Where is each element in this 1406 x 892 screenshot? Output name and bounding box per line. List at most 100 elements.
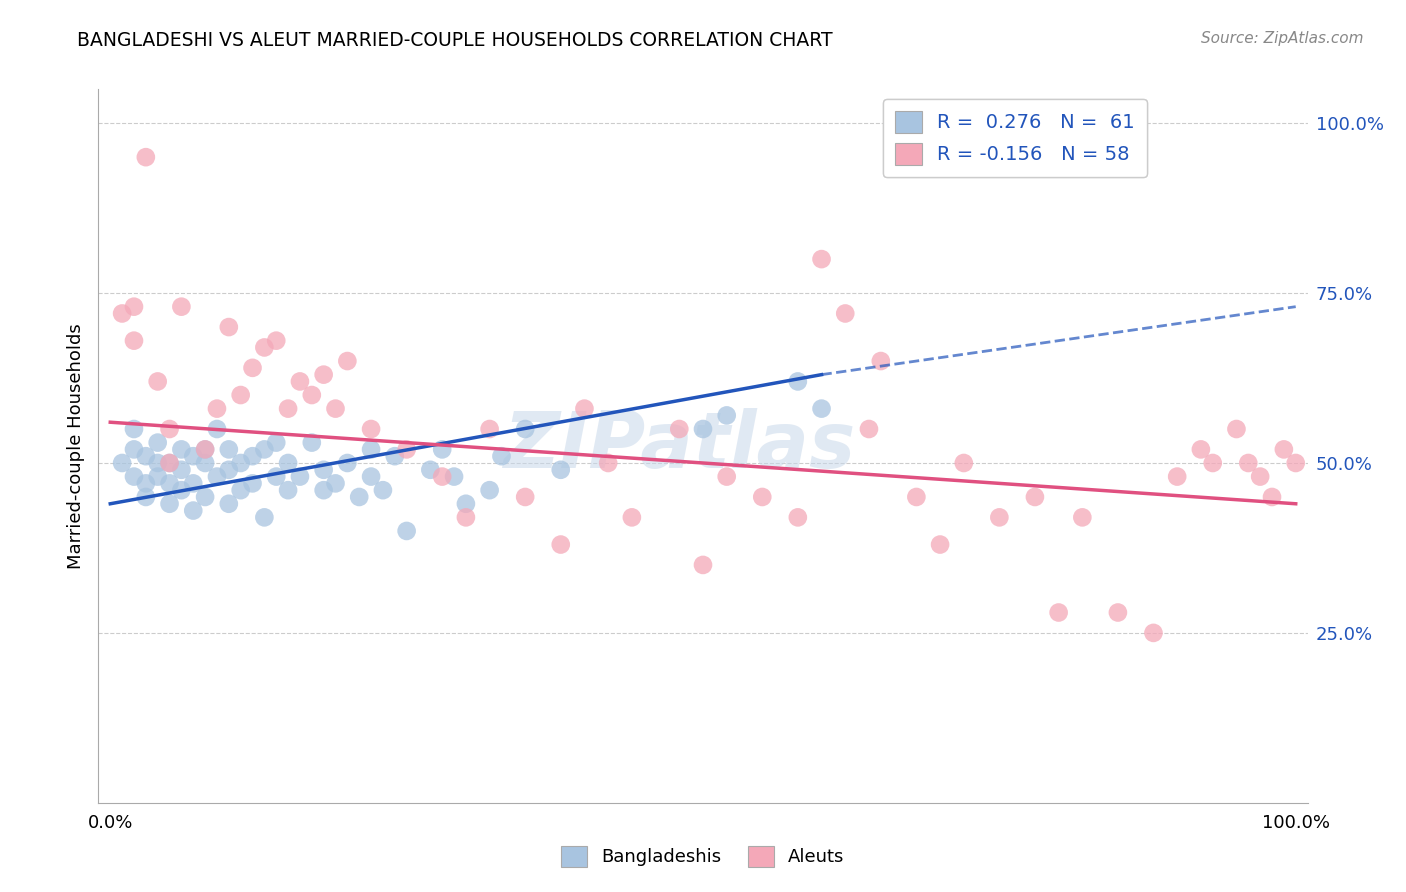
Point xyxy=(277,456,299,470)
Point xyxy=(218,320,240,334)
Point xyxy=(159,422,181,436)
Point xyxy=(432,469,454,483)
Point xyxy=(869,354,891,368)
Point xyxy=(858,422,880,436)
Point xyxy=(122,442,145,457)
Point xyxy=(159,476,181,491)
Point xyxy=(1071,510,1094,524)
Point xyxy=(668,422,690,436)
Point xyxy=(336,456,359,470)
Point xyxy=(1142,626,1164,640)
Point xyxy=(1107,606,1129,620)
Point xyxy=(135,150,157,164)
Point xyxy=(194,442,217,457)
Point xyxy=(905,490,928,504)
Point xyxy=(692,558,714,572)
Point xyxy=(360,442,382,457)
Point xyxy=(146,435,169,450)
Point xyxy=(1202,456,1225,470)
Point xyxy=(1237,456,1260,470)
Point xyxy=(301,388,323,402)
Point xyxy=(786,375,808,389)
Point xyxy=(929,537,952,551)
Point xyxy=(170,463,193,477)
Legend: R =  0.276   N =  61, R = -0.156   N = 58: R = 0.276 N = 61, R = -0.156 N = 58 xyxy=(883,99,1147,177)
Point xyxy=(159,456,181,470)
Point xyxy=(135,449,157,463)
Point xyxy=(312,368,335,382)
Point xyxy=(395,442,418,457)
Point xyxy=(716,409,738,423)
Point xyxy=(1024,490,1046,504)
Point xyxy=(432,442,454,457)
Point xyxy=(264,435,287,450)
Point xyxy=(264,469,287,483)
Point xyxy=(253,442,276,457)
Point xyxy=(454,510,477,524)
Point xyxy=(194,456,217,470)
Point xyxy=(181,449,204,463)
Point xyxy=(347,490,370,504)
Point xyxy=(135,490,157,504)
Point xyxy=(1272,442,1295,457)
Point xyxy=(515,490,537,504)
Point xyxy=(478,422,501,436)
Point xyxy=(170,300,193,314)
Point xyxy=(242,360,264,375)
Point xyxy=(360,469,382,483)
Point xyxy=(170,483,193,498)
Point xyxy=(205,422,228,436)
Point xyxy=(242,476,264,491)
Point xyxy=(135,476,157,491)
Point xyxy=(181,476,204,491)
Point xyxy=(454,497,477,511)
Point xyxy=(1225,422,1247,436)
Point xyxy=(288,375,311,389)
Point xyxy=(312,463,335,477)
Text: BANGLADESHI VS ALEUT MARRIED-COUPLE HOUSEHOLDS CORRELATION CHART: BANGLADESHI VS ALEUT MARRIED-COUPLE HOUS… xyxy=(77,31,832,50)
Point xyxy=(218,497,240,511)
Point xyxy=(751,490,773,504)
Point xyxy=(325,401,347,416)
Point xyxy=(692,422,714,436)
Point xyxy=(1285,456,1308,470)
Point xyxy=(218,442,240,457)
Point xyxy=(325,476,347,491)
Point xyxy=(170,442,193,457)
Point xyxy=(515,422,537,436)
Point xyxy=(229,483,252,498)
Point xyxy=(384,449,406,463)
Point xyxy=(277,401,299,416)
Point xyxy=(952,456,974,470)
Y-axis label: Married-couple Households: Married-couple Households xyxy=(66,323,84,569)
Point xyxy=(301,435,323,450)
Point xyxy=(395,524,418,538)
Point xyxy=(371,483,394,498)
Point xyxy=(229,388,252,402)
Point xyxy=(181,503,204,517)
Point xyxy=(810,401,832,416)
Point xyxy=(205,401,228,416)
Point xyxy=(229,456,252,470)
Point xyxy=(834,306,856,320)
Point xyxy=(242,449,264,463)
Point xyxy=(111,456,134,470)
Point xyxy=(146,375,169,389)
Point xyxy=(253,341,276,355)
Point xyxy=(122,300,145,314)
Point xyxy=(1166,469,1188,483)
Point xyxy=(253,510,276,524)
Point xyxy=(288,469,311,483)
Point xyxy=(111,306,134,320)
Point xyxy=(550,463,572,477)
Point xyxy=(159,497,181,511)
Point xyxy=(598,456,620,470)
Text: ZIPatlas: ZIPatlas xyxy=(503,408,855,484)
Point xyxy=(264,334,287,348)
Point xyxy=(146,456,169,470)
Point xyxy=(122,469,145,483)
Text: Source: ZipAtlas.com: Source: ZipAtlas.com xyxy=(1201,31,1364,46)
Point xyxy=(122,422,145,436)
Point xyxy=(194,490,217,504)
Point xyxy=(277,483,299,498)
